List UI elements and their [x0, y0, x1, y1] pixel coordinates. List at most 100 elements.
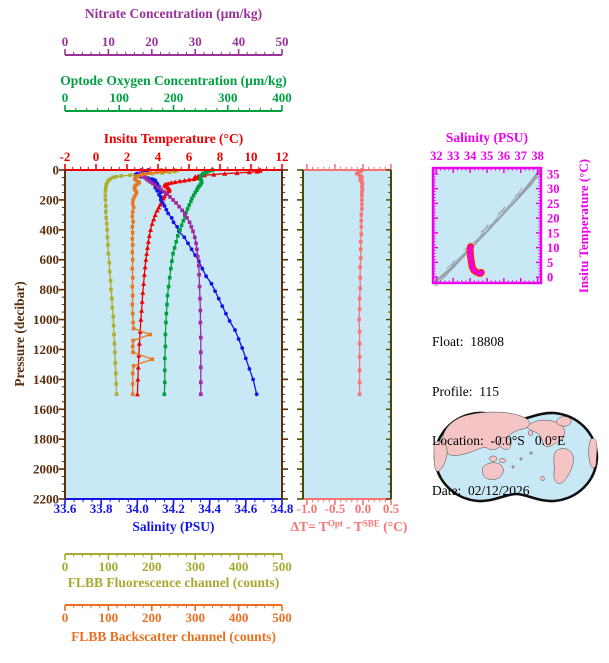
- temperature-tick-label: 6: [186, 149, 193, 164]
- pressure-tick-label: 1800: [33, 432, 59, 447]
- series-oxygen: [162, 168, 215, 397]
- fluorescence-tick-label: 500: [272, 559, 292, 574]
- map-landmasses: [433, 411, 598, 484]
- ts-temperature-tick-label: 35: [547, 167, 560, 181]
- series-delta_t: [355, 168, 365, 397]
- ts-salinity-title: Salinity (PSU): [446, 130, 528, 145]
- fluorescence-tick-label: 0: [62, 559, 69, 574]
- map-land-japan: [528, 430, 534, 436]
- ts-salinity-tick-label: 33: [447, 149, 460, 163]
- ts-temperature-tick-label: 15: [547, 226, 560, 240]
- salinity-tick-label: 34.2: [162, 501, 185, 516]
- temperature-tick-label: 4: [155, 149, 162, 164]
- salinity-tick-label: 34.0: [126, 501, 149, 516]
- main-panel-frame: [59, 164, 288, 505]
- nitrate-tick-label: 30: [189, 34, 202, 49]
- location-line: Location: -0.0°S 0.0°E: [432, 433, 566, 448]
- backscatter-axis: 0 100 200 300 400 500: [62, 604, 292, 625]
- map-land-australia: [482, 462, 504, 480]
- ts-temperature-tick-label: 0: [547, 271, 553, 285]
- ts-temperature-tick-label: 20: [547, 212, 560, 226]
- salinity-tick-label: 33.6: [54, 501, 77, 516]
- date-line: Date: 02/12/2026: [432, 482, 530, 498]
- temperature-tick-label: 2: [124, 149, 131, 164]
- salinity-tick-label: 34.4: [198, 501, 221, 516]
- delta-t-axis-title: ΔT= TOpt - TSBE (°C): [291, 519, 408, 535]
- ts-salinity-tick-label: 38: [531, 149, 544, 163]
- float-id-line: Float: 18808: [432, 334, 505, 349]
- map-land-greenland: [556, 416, 572, 427]
- fluorescence-tick-label: 200: [142, 559, 162, 574]
- ts-temperature-tick-label: 10: [547, 241, 560, 255]
- ts-salinity-tick-label: 36: [498, 149, 511, 163]
- pressure-tick-label: 1600: [33, 402, 59, 417]
- temperature-axis-title: Insitu Temperature (°C): [104, 131, 243, 146]
- oxygen-tick-label: 400: [272, 90, 292, 105]
- ts-salinity-tick-label: 32: [430, 149, 443, 163]
- ts-temperature-title: Insitu Temperature (°C): [576, 159, 591, 293]
- temperature-tick-label: 10: [245, 149, 258, 164]
- temperature-tick-label: 12: [276, 149, 289, 164]
- nitrate-tick-label: 50: [276, 34, 289, 49]
- delta-t-tick-label: 0.5: [383, 501, 400, 516]
- temperature-tick-label: 8: [217, 149, 224, 164]
- profile-line: Profile: 115: [432, 383, 499, 399]
- map-land-eurasia: [442, 411, 531, 456]
- oxygen-tick-label: 0: [62, 90, 69, 105]
- nitrate-tick-label: 20: [145, 34, 158, 49]
- ts-salinity-tick-label: 34: [464, 149, 477, 163]
- salinity-tick-label: 33.8: [90, 501, 113, 516]
- axis-titles-and-labels: Nitrate Concentration (µm/kg) Optode Oxyg…: [12, 6, 591, 644]
- nitrate-axis: 0 10 20 30 40 50: [62, 34, 289, 56]
- ts-salinity-tick-label: 37: [515, 149, 528, 163]
- nitrate-tick-label: 10: [102, 34, 115, 49]
- delta-t-tick-label: -0.5: [325, 501, 346, 516]
- oxygen-axis-title: Optode Oxygen Concentration (µm/kg): [60, 73, 286, 88]
- nitrate-tick-label: 0: [62, 34, 69, 49]
- nitrate-axis-title: Nitrate Concentration (µm/kg): [85, 6, 262, 21]
- map-land-india: [498, 437, 512, 450]
- map-land-south-america: [553, 448, 574, 484]
- oxygen-axis: 0 100 200 300 400: [62, 90, 292, 112]
- pressure-tick-label: 600: [40, 252, 60, 267]
- delta-t-tick-label: -1.0: [297, 501, 318, 516]
- backscatter-tick-label: 200: [142, 610, 162, 625]
- map-land-pacific-islands: [511, 451, 533, 469]
- fluorescence-axis-title: FLBB Fluorescence channel (counts): [68, 575, 280, 590]
- panel-backgrounds: [65, 168, 541, 499]
- fluorescence-tick-label: 100: [99, 559, 119, 574]
- backscatter-tick-label: 400: [229, 610, 249, 625]
- backscatter-tick-label: 100: [99, 610, 119, 625]
- oxygen-tick-label: 200: [164, 90, 184, 105]
- ts-temperature-tick-label: 5: [547, 256, 553, 270]
- map-land-africa-west: [588, 438, 598, 469]
- map-land-africa-east: [433, 441, 448, 472]
- backscatter-axis-title: FLBB Backscatter channel (counts): [71, 629, 276, 644]
- series-fluorescence: [103, 168, 180, 397]
- backscatter-tick-label: 300: [185, 610, 205, 625]
- salinity-axis-title: Salinity (PSU): [132, 519, 214, 534]
- fluorescence-tick-label: 400: [229, 559, 249, 574]
- nitrate-tick-label: 40: [232, 34, 245, 49]
- ts-temperature-tick-label: 25: [547, 197, 560, 211]
- pressure-tick-label: 1400: [33, 372, 59, 387]
- salinity-tick-label: 34.6: [234, 501, 257, 516]
- oxygen-tick-label: 300: [218, 90, 238, 105]
- pressure-tick-label: 400: [40, 222, 60, 237]
- pressure-tick-label: 200: [40, 192, 60, 207]
- ts-temperature-tick-label: 30: [547, 182, 560, 196]
- delta-t-panel-frame: [297, 164, 392, 505]
- pressure-tick-label: 0: [53, 163, 60, 178]
- salinity-tick-label: 34.8: [271, 501, 294, 516]
- ts-panel-frame: [431, 166, 543, 285]
- map-land-new-zealand: [540, 475, 545, 481]
- ts-profile-curve: [466, 243, 485, 277]
- fluorescence-axis: 0 100 200 300 400 500: [62, 553, 292, 574]
- oxygen-tick-label: 100: [110, 90, 130, 105]
- delta-t-tick-label: 0.0: [355, 501, 371, 516]
- pressure-tick-label: 2000: [33, 462, 59, 477]
- fluorescence-tick-label: 300: [185, 559, 205, 574]
